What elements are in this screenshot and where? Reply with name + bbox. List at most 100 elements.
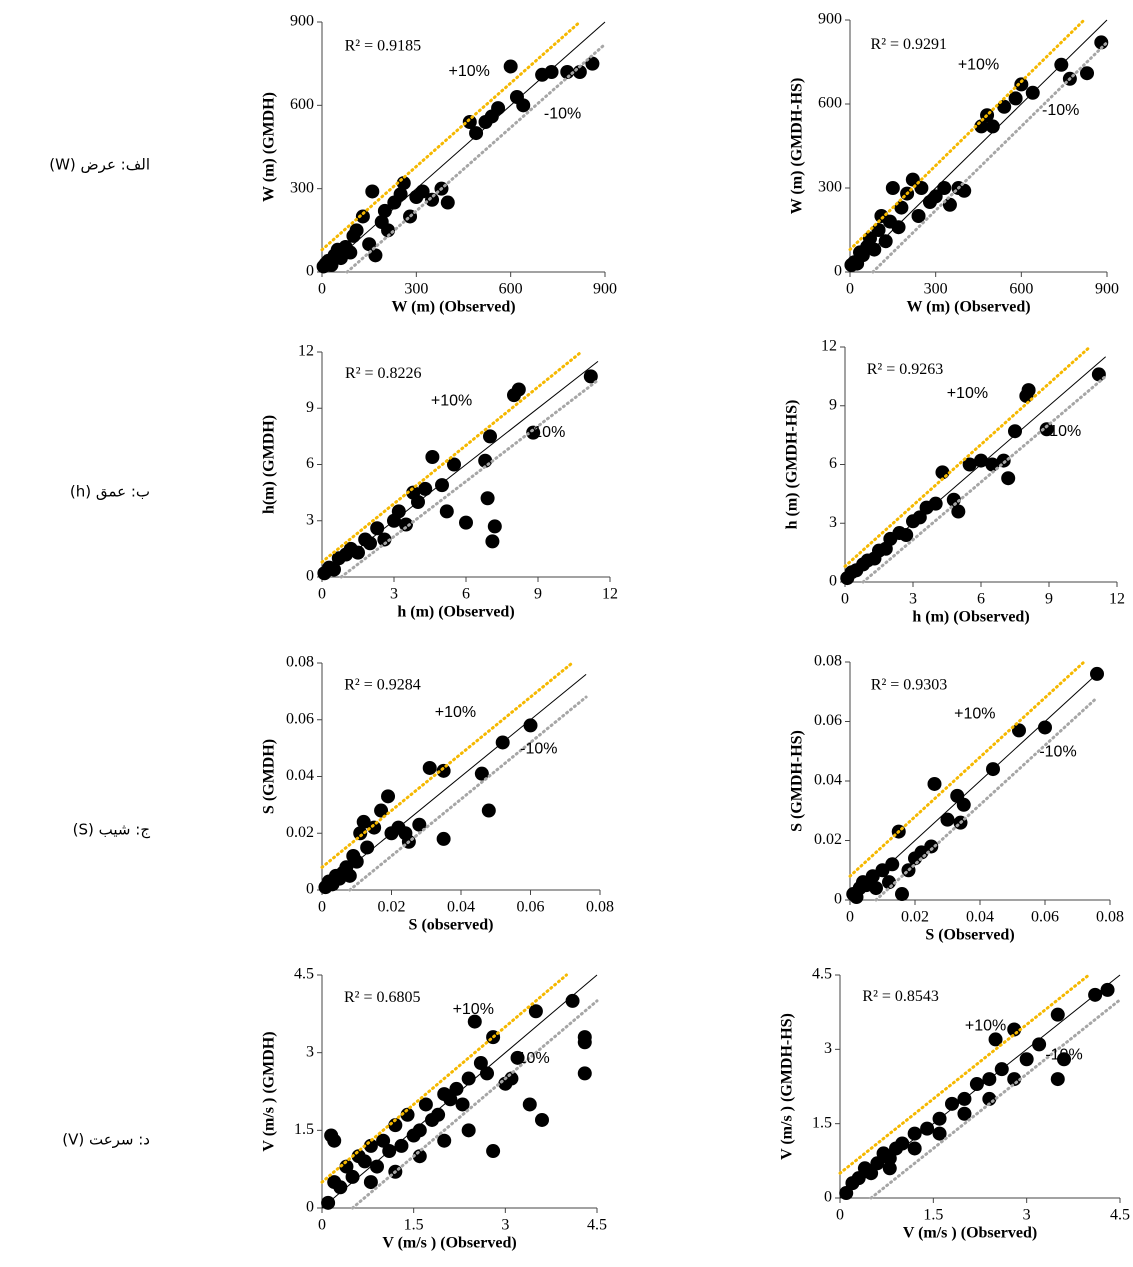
point bbox=[425, 450, 440, 464]
point bbox=[391, 504, 406, 519]
point bbox=[449, 1081, 464, 1096]
reference-line bbox=[320, 661, 574, 869]
point bbox=[461, 1071, 476, 1086]
line-label: +10% bbox=[453, 1001, 494, 1018]
x-axis-title: V (m/s ) (Observed) bbox=[382, 1235, 516, 1252]
line-label: -10% bbox=[1044, 423, 1081, 440]
line-label: +10% bbox=[431, 393, 472, 410]
x-tick-label: 0 bbox=[846, 281, 854, 298]
point bbox=[882, 1161, 897, 1176]
point bbox=[907, 1141, 922, 1156]
x-tick-label: 6 bbox=[462, 586, 470, 603]
point bbox=[425, 192, 440, 207]
line-label: -10% bbox=[1042, 102, 1079, 119]
point bbox=[945, 1096, 959, 1111]
point bbox=[565, 993, 580, 1008]
point bbox=[962, 457, 977, 472]
x-tick-label: 0 bbox=[841, 591, 849, 608]
x-tick-label: 1.5 bbox=[923, 1207, 943, 1224]
y-tick-label: 300 bbox=[290, 179, 314, 196]
y-tick-label: 0.06 bbox=[286, 710, 314, 727]
point bbox=[418, 481, 433, 496]
point bbox=[370, 1159, 384, 1174]
point bbox=[339, 1159, 354, 1174]
point bbox=[491, 101, 506, 116]
x-tick-label: 600 bbox=[1009, 281, 1033, 298]
x-tick-label: 6 bbox=[977, 591, 985, 608]
point bbox=[353, 826, 368, 841]
x-tick-label: 0.06 bbox=[1031, 909, 1059, 926]
line-label: -10% bbox=[520, 740, 557, 757]
point bbox=[351, 545, 365, 560]
line-label: +10% bbox=[954, 706, 995, 723]
point bbox=[878, 234, 893, 249]
point bbox=[481, 803, 496, 818]
point bbox=[399, 517, 413, 532]
y-tick-label: 300 bbox=[818, 179, 842, 196]
point bbox=[483, 429, 497, 444]
point bbox=[469, 126, 484, 141]
annotation: R² = 0.9263 bbox=[867, 361, 944, 378]
x-tick-label: 900 bbox=[593, 281, 617, 298]
x-tick-label: 900 bbox=[1095, 281, 1119, 298]
reference-line bbox=[849, 19, 1108, 273]
point bbox=[522, 1097, 537, 1112]
point bbox=[1080, 66, 1095, 81]
point bbox=[1014, 77, 1029, 92]
y-tick-label: 0 bbox=[306, 1199, 314, 1216]
x-tick-label: 4.5 bbox=[1110, 1207, 1130, 1224]
point bbox=[1050, 1007, 1065, 1022]
point bbox=[523, 718, 538, 733]
point bbox=[480, 491, 495, 506]
row-label: د: سرعت (V) bbox=[62, 1131, 150, 1149]
point bbox=[1100, 982, 1115, 997]
point bbox=[473, 1056, 488, 1071]
x-tick-label: 0.04 bbox=[966, 909, 994, 926]
y-tick-label: 4.5 bbox=[812, 966, 832, 983]
point bbox=[528, 1004, 543, 1019]
x-tick-label: 0 bbox=[318, 1217, 326, 1234]
y-tick-label: 600 bbox=[290, 96, 314, 113]
x-tick-label: 3 bbox=[909, 591, 917, 608]
y-axis-title: W (m) (GMDH) bbox=[261, 92, 278, 202]
point bbox=[937, 181, 952, 195]
y-tick-label: 9 bbox=[306, 399, 314, 416]
point bbox=[510, 1050, 525, 1065]
x-axis-title: S (Observed) bbox=[925, 927, 1014, 944]
annotation: R² = 0.6805 bbox=[344, 989, 421, 1006]
point bbox=[342, 868, 357, 883]
x-tick-label: 300 bbox=[924, 281, 948, 298]
y-tick-label: 3 bbox=[824, 1040, 832, 1057]
y-tick-label: 0.04 bbox=[286, 767, 314, 784]
row-label: ج: شیب (S) bbox=[73, 821, 151, 840]
reference-line bbox=[320, 350, 583, 564]
y-tick-label: 3 bbox=[829, 514, 837, 531]
x-axis-title: S (observed) bbox=[409, 917, 494, 934]
annotation: R² = 0.9291 bbox=[871, 36, 948, 53]
x-axis-title: h (m) (Observed) bbox=[912, 609, 1029, 626]
y-tick-label: 0.08 bbox=[814, 653, 842, 670]
point bbox=[1038, 720, 1052, 735]
y-tick-label: 0 bbox=[824, 1189, 832, 1206]
point bbox=[345, 1169, 360, 1184]
line-label: +10% bbox=[435, 704, 476, 721]
y-tick-label: 4.5 bbox=[294, 966, 314, 983]
point bbox=[907, 1126, 922, 1141]
point bbox=[924, 839, 939, 854]
line-label: +10% bbox=[958, 57, 999, 74]
point bbox=[911, 209, 926, 223]
x-tick-label: 600 bbox=[499, 281, 523, 298]
point bbox=[377, 203, 392, 218]
y-tick-label: 0.04 bbox=[814, 772, 842, 789]
y-tick-label: 1.5 bbox=[812, 1114, 832, 1131]
point bbox=[996, 453, 1011, 468]
point bbox=[461, 1123, 476, 1138]
point bbox=[455, 1097, 470, 1112]
y-axis-title: S (GMDH-HS) bbox=[789, 730, 806, 832]
point bbox=[327, 1133, 342, 1148]
point bbox=[412, 1123, 427, 1138]
point bbox=[487, 519, 502, 534]
y-tick-label: 0.08 bbox=[286, 654, 314, 671]
y-tick-label: 0 bbox=[306, 568, 314, 585]
point bbox=[415, 184, 430, 199]
